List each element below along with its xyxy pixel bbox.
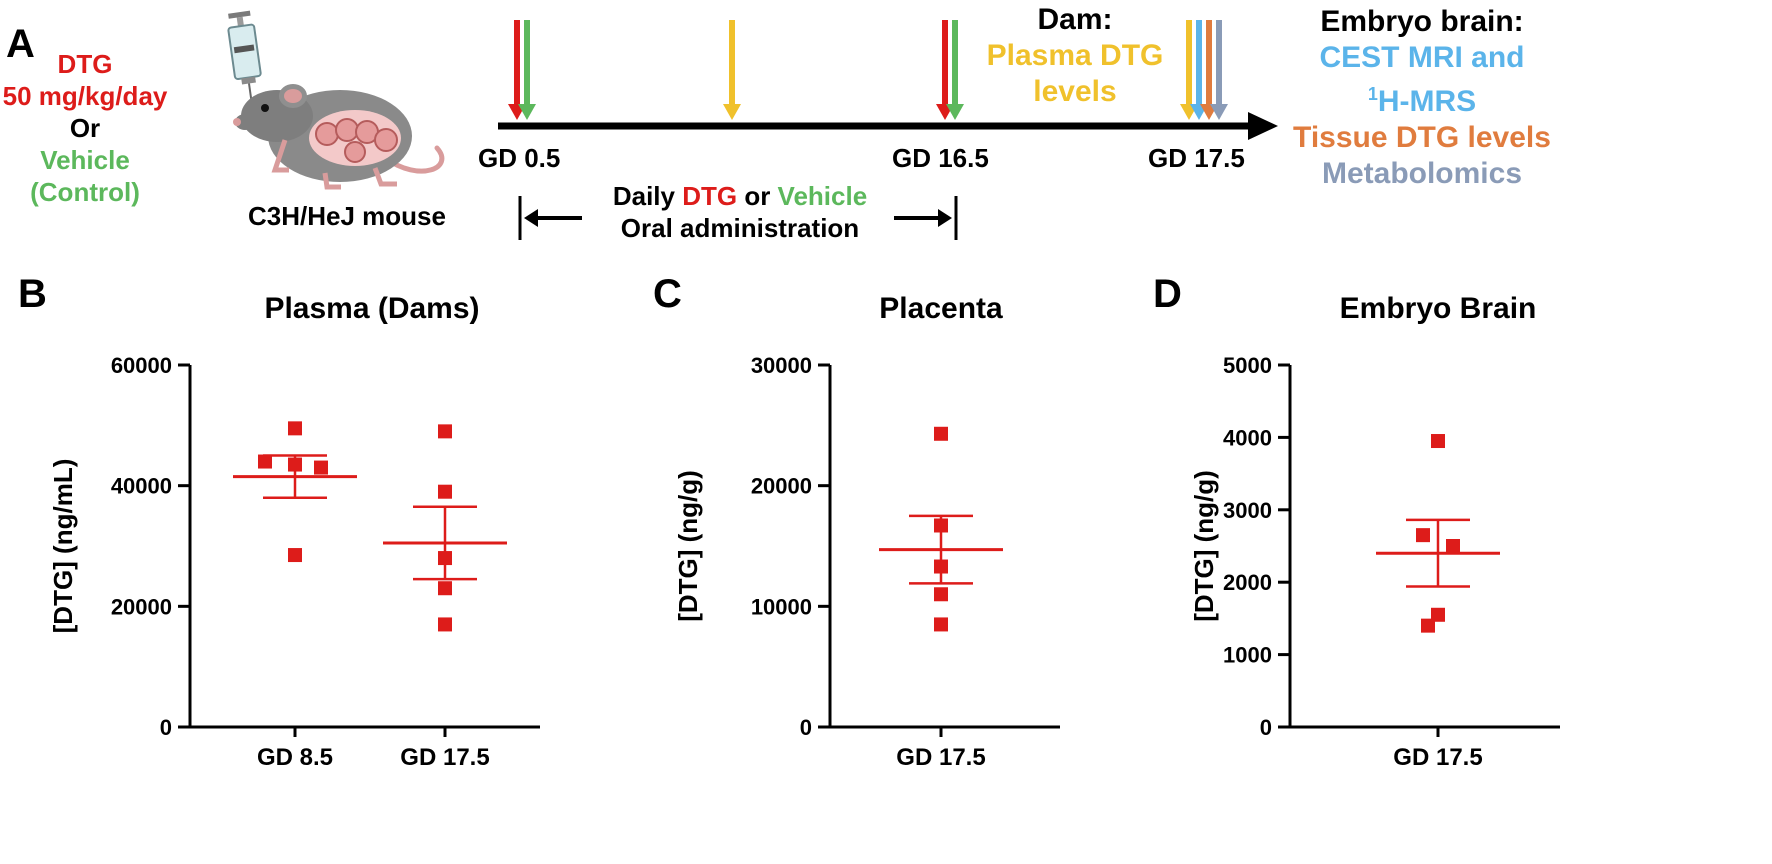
data-point bbox=[258, 454, 272, 469]
treatment-dose: 50 mg/kg/day bbox=[2, 81, 168, 111]
dam-title: Dam: bbox=[1037, 3, 1113, 36]
y-axis-label: [DTG] (ng/g) bbox=[1189, 470, 1219, 622]
y-tick-label: 2000 bbox=[1223, 570, 1272, 595]
chart-plasma: Plasma (Dams) 0 20000 40000 60000 [DTG] (ng/m… bbox=[48, 292, 540, 771]
embryo-mrs: 1H-MRS bbox=[1272, 76, 1572, 120]
data-point bbox=[438, 484, 452, 499]
embryo-metabolomics: Metabolomics bbox=[1321, 157, 1523, 190]
y-axis-label: [DTG] (ng/mL) bbox=[48, 459, 78, 634]
embryo-title: Embryo brain: bbox=[1320, 5, 1524, 38]
dam-levels: levels bbox=[1033, 75, 1117, 108]
y-tick-label: 20000 bbox=[751, 474, 812, 499]
data-point bbox=[1431, 607, 1445, 622]
y-tick-label: 30000 bbox=[751, 353, 812, 378]
data-point bbox=[438, 581, 452, 596]
embryo-block: Embryo brain: CEST MRI and 1H-MRS Tissue… bbox=[1272, 4, 1572, 192]
data-point bbox=[314, 460, 328, 475]
syringe-icon bbox=[227, 10, 262, 106]
vehicle-arrow-start bbox=[518, 20, 536, 120]
y-tick-label: 3000 bbox=[1223, 498, 1272, 523]
y-tick-label: 0 bbox=[1260, 715, 1272, 740]
daily-admin-line2: Oral administration bbox=[620, 213, 860, 243]
x-tick-label: GD 17.5 bbox=[896, 744, 985, 771]
treatment-drug: DTG bbox=[57, 49, 113, 79]
chart-title: Embryo Brain bbox=[1340, 292, 1537, 325]
data-point bbox=[288, 421, 302, 436]
timeline-arrowhead bbox=[1248, 112, 1278, 140]
vehicle-arrow-end bbox=[946, 20, 964, 120]
daily-admin-line1: Daily DTG or Vehicle bbox=[560, 180, 920, 212]
treatment-control: (Control) bbox=[30, 177, 140, 207]
daily-prefix: Daily bbox=[612, 181, 683, 211]
y-tick-label: 1000 bbox=[1223, 643, 1272, 668]
data-point bbox=[1431, 434, 1445, 449]
treatment-legend: DTG 50 mg/kg/day Or Vehicle (Control) bbox=[0, 48, 170, 208]
treatment-vehicle: Vehicle bbox=[40, 145, 130, 175]
y-axis-label: [DTG] (ng/g) bbox=[673, 470, 703, 622]
data-point bbox=[1446, 539, 1460, 553]
mouse-label: C3H/HeJ mouse bbox=[248, 201, 446, 231]
daily-admin-label: Daily DTG or Vehicle Oral administration bbox=[560, 180, 920, 244]
gd-start-label: GD 0.5 bbox=[478, 143, 561, 173]
chart-title: Plasma (Dams) bbox=[264, 292, 479, 325]
data-point bbox=[1416, 528, 1430, 543]
mouse-illustration bbox=[227, 10, 445, 190]
embryo-mrs-text: H-MRS bbox=[1377, 85, 1477, 118]
dam-plasma: Plasma DTG bbox=[986, 39, 1164, 72]
data-point bbox=[438, 424, 452, 439]
y-tick-label: 0 bbox=[800, 715, 812, 740]
data-point bbox=[934, 426, 948, 441]
data-point bbox=[1421, 618, 1435, 633]
y-tick-label: 5000 bbox=[1223, 353, 1272, 378]
y-tick-label: 60000 bbox=[111, 353, 172, 378]
chart-placenta: Placenta 0 10000 20000 30000 [DTG] (ng/g) GD 1… bbox=[673, 292, 1060, 771]
panel-letter-b: B bbox=[18, 272, 47, 316]
daily-vehicle: Vehicle bbox=[777, 181, 868, 211]
embryo-h-sup: 1 bbox=[1367, 84, 1378, 104]
timeline bbox=[498, 20, 1278, 240]
daily-or: or bbox=[737, 181, 778, 211]
y-tick-label: 40000 bbox=[111, 474, 172, 499]
treatment-or: Or bbox=[69, 113, 101, 143]
gd-end-label: GD 17.5 bbox=[1148, 143, 1245, 173]
embryo-cest: CEST MRI and bbox=[1319, 41, 1525, 74]
x-tick-label: GD 17.5 bbox=[1393, 744, 1482, 771]
dam-block: Dam: Plasma DTG levels bbox=[965, 2, 1185, 110]
data-point bbox=[288, 548, 302, 563]
x-tick-label: GD 8.5 bbox=[257, 744, 333, 771]
embryo-tissue: Tissue DTG levels bbox=[1293, 121, 1551, 154]
data-point bbox=[934, 617, 948, 632]
panel-letter-c: C bbox=[653, 272, 682, 316]
y-tick-label: 10000 bbox=[751, 594, 812, 619]
chart-embryo-brain: Embryo Brain 0 1000 2000 3000 4000 5000 [DTG] (… bbox=[1189, 292, 1560, 771]
gd-mid-label: GD 16.5 bbox=[892, 143, 989, 173]
plasma-arrow-mid bbox=[723, 20, 741, 120]
data-point bbox=[438, 617, 452, 632]
y-tick-label: 4000 bbox=[1223, 425, 1272, 450]
metabolomics-arrow-final bbox=[1210, 20, 1228, 120]
panel-letter-a: A bbox=[6, 22, 35, 66]
daily-drug: DTG bbox=[682, 181, 738, 211]
panel-letter-d: D bbox=[1153, 272, 1182, 316]
y-tick-label: 20000 bbox=[111, 594, 172, 619]
y-tick-label: 0 bbox=[160, 715, 172, 740]
chart-title: Placenta bbox=[879, 292, 1003, 325]
x-tick-label: GD 17.5 bbox=[400, 744, 489, 771]
data-point bbox=[934, 587, 948, 602]
